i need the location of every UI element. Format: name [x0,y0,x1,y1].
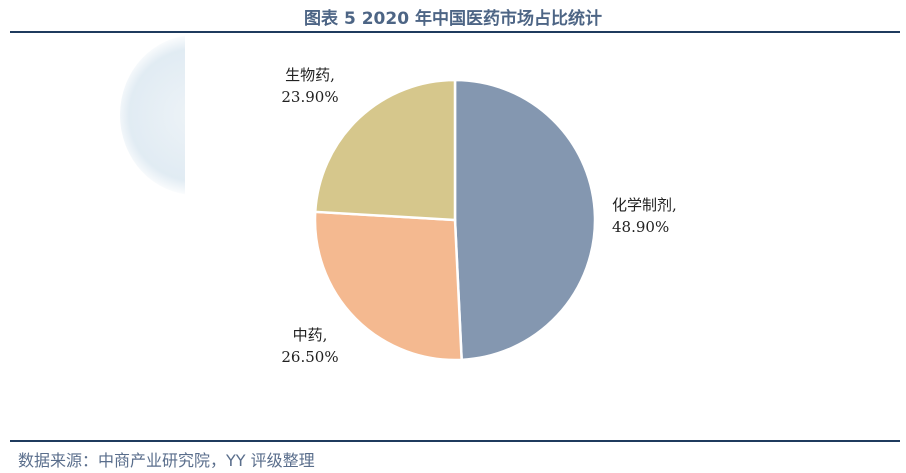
slice-category-label: 生物药, [285,66,335,84]
bottom-divider [10,440,900,442]
slice-value-label: 26.50% [281,348,338,366]
slice-value-label: 48.90% [612,218,669,236]
pie-slice-1 [313,210,463,362]
source-note: 数据来源：中商产业研究院，YY 评级整理 [18,451,315,470]
slice-category-label: 化学制剂, [612,196,677,214]
slice-category-label: 中药, [293,326,328,344]
slice-value-label: 23.90% [281,88,338,106]
top-divider [10,31,900,33]
chart-title: 图表 5 2020 年中国医药市场占比统计 [304,9,602,29]
pie-slice-2 [313,78,457,222]
pie-slice-0 [453,78,597,362]
